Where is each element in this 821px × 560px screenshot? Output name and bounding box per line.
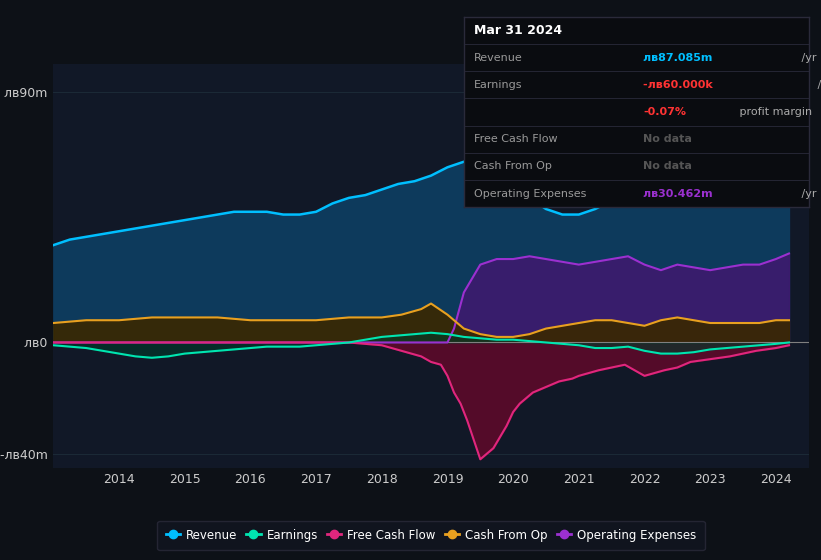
Text: -0.07%: -0.07%: [643, 107, 686, 117]
Text: /yr: /yr: [814, 80, 821, 90]
Legend: Revenue, Earnings, Free Cash Flow, Cash From Op, Operating Expenses: Revenue, Earnings, Free Cash Flow, Cash …: [158, 521, 704, 550]
Text: лв​87.085m: лв​87.085m: [643, 53, 713, 63]
Text: Cash From Op: Cash From Op: [475, 161, 552, 171]
Text: Earnings: Earnings: [475, 80, 523, 90]
Text: Mar 31 2024: Mar 31 2024: [475, 24, 562, 37]
Text: Operating Expenses: Operating Expenses: [475, 189, 586, 199]
Text: Free Cash Flow: Free Cash Flow: [475, 134, 557, 144]
Text: profit margin: profit margin: [736, 107, 813, 117]
Text: Revenue: Revenue: [475, 53, 523, 63]
Text: No data: No data: [643, 134, 692, 144]
Text: лв​30.462m: лв​30.462m: [643, 189, 713, 199]
Text: -лв​60.000k: -лв​60.000k: [643, 80, 713, 90]
Text: No data: No data: [643, 161, 692, 171]
Text: /yr: /yr: [798, 53, 817, 63]
Text: /yr: /yr: [798, 189, 817, 199]
